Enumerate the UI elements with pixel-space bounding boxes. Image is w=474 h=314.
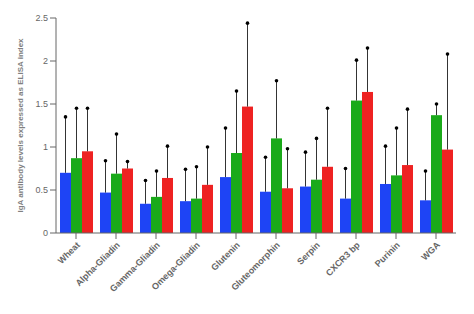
svg-text:Omega-Gliadin: Omega-Gliadin [150,240,202,292]
svg-text:Alpha-Gliadin: Alpha-Gliadin [73,239,122,289]
svg-text:Glutenin: Glutenin [209,240,242,273]
svg-text:0: 0 [43,228,48,238]
svg-text:1.5: 1.5 [35,99,48,109]
svg-text:1: 1 [43,142,48,152]
svg-text:2.5: 2.5 [35,13,48,23]
svg-text:WGA: WGA [419,240,442,263]
svg-text:Purinin: Purinin [373,240,402,269]
svg-text:Serpin: Serpin [295,240,322,267]
svg-text:CXCR3 bp: CXCR3 bp [324,240,363,279]
svg-text:Wheat: Wheat [56,240,82,266]
svg-text:Gamma-Gliadin: Gamma-Gliadin [107,239,162,294]
svg-text:2: 2 [43,56,48,66]
svg-text:Gluteomorphin: Gluteomorphin [229,240,282,293]
svg-text:0.5: 0.5 [35,185,48,195]
svg-text:IgA antibody levels expressed: IgA antibody levels expressed as ELISA i… [16,38,25,213]
